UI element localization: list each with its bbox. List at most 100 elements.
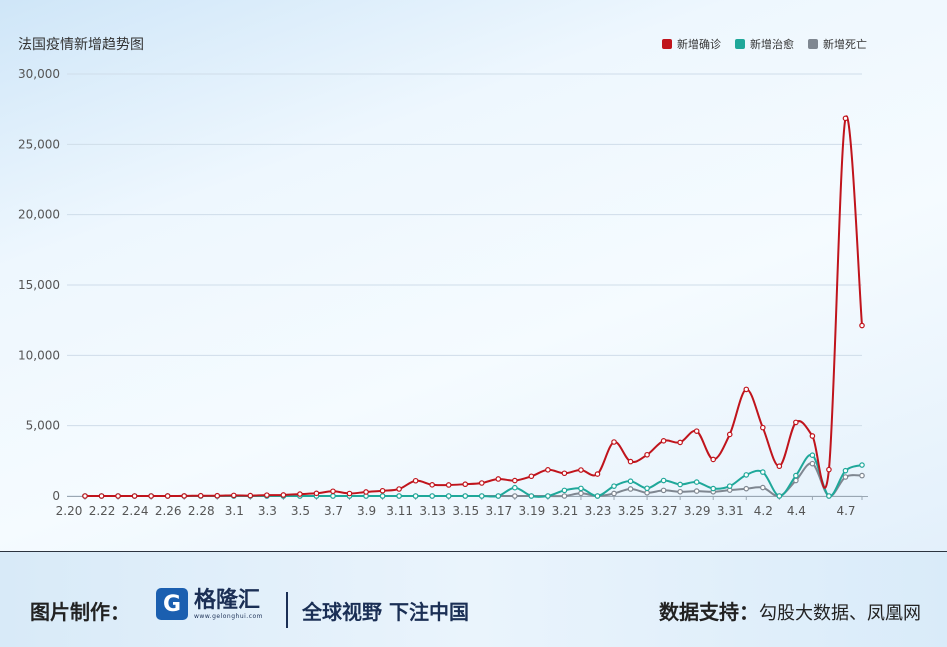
x-tick-label: 2.24 [122, 504, 149, 518]
data-point [396, 486, 402, 492]
data-point [545, 493, 551, 499]
y-tick-label: 5,000 [26, 419, 60, 433]
data-point [280, 492, 287, 498]
legend-swatch-confirmed [662, 39, 672, 49]
y-tick-label: 30,000 [18, 67, 60, 81]
data-point [677, 488, 683, 495]
data-point [826, 466, 832, 473]
data-point [578, 490, 584, 497]
data-point [611, 483, 617, 489]
x-tick-label: 3.1 [225, 504, 244, 518]
data-point [478, 480, 485, 486]
x-tick-label: 3.31 [717, 504, 744, 518]
x-tick-label: 4.7 [836, 504, 855, 518]
logo-url: www.gelonghui.com [194, 612, 264, 620]
x-tick-label: 3.29 [684, 504, 711, 518]
data-point [677, 481, 683, 488]
y-tick-label: 10,000 [18, 348, 60, 362]
data-point [726, 431, 733, 438]
data-point [710, 485, 717, 492]
x-tick-label: 3.9 [357, 504, 376, 518]
data-point [396, 493, 402, 499]
data-point [710, 456, 717, 463]
data-point [776, 493, 783, 499]
legend-label-confirmed: 新增确诊 [677, 38, 721, 51]
data-point [379, 487, 386, 494]
data-point [148, 493, 154, 499]
data-point [545, 467, 551, 473]
x-tick-label: 3.5 [291, 504, 310, 518]
logo-text-block: 格隆汇 www.gelonghui.com [194, 588, 264, 620]
data-point [429, 482, 435, 488]
legend-swatch-deaths [808, 39, 818, 49]
footer-divider [0, 551, 947, 552]
data-point [363, 489, 369, 495]
data-point [98, 493, 105, 499]
logo-g-icon: G [156, 588, 188, 620]
data-point [445, 482, 452, 488]
data-point [230, 492, 237, 499]
data-point [462, 493, 469, 499]
data-point [743, 485, 750, 492]
legend-swatch-recovered [735, 39, 745, 49]
data-point [313, 490, 320, 497]
data-point [842, 115, 849, 122]
data-point [611, 490, 617, 497]
data-point [164, 493, 171, 499]
x-tick-label: 3.27 [651, 504, 678, 518]
x-tick-label: 4.2 [754, 504, 773, 518]
data-point [793, 419, 799, 426]
data-point [528, 493, 535, 499]
data-point [859, 462, 865, 468]
data-point [115, 493, 121, 499]
x-tick-label: 3.17 [485, 504, 512, 518]
chart-title: 法国疫情新增趋势图 [18, 37, 144, 53]
data-point [578, 467, 584, 473]
data-point [561, 470, 568, 477]
data-point [594, 471, 601, 477]
legend-item-deaths[interactable]: 新增死亡 [808, 36, 867, 52]
data-point [726, 483, 733, 489]
data-point [660, 477, 667, 484]
x-tick-label: 4.4 [787, 504, 806, 518]
data-point [561, 487, 568, 494]
data-point [264, 492, 270, 498]
line-chart: 0 5,000 10,000 15,000 20,000 25,000 30,000 2.20… [18, 67, 868, 518]
gelonghui-logo: G 格隆汇 www.gelonghui.com [156, 588, 263, 620]
data-point [512, 493, 518, 499]
data-point [611, 439, 617, 445]
data-point [528, 473, 535, 480]
data-point [743, 472, 750, 478]
data-point [495, 476, 502, 482]
data-point [412, 477, 419, 484]
data-point [660, 487, 667, 494]
data-point [478, 493, 485, 499]
y-tick-label: 25,000 [18, 137, 60, 151]
data-point [842, 467, 849, 474]
logo-separator [286, 592, 288, 628]
x-tick-label: 3.7 [324, 504, 343, 518]
legend-item-confirmed[interactable]: 新增确诊 [662, 36, 721, 52]
data-point [693, 479, 700, 485]
data-point [495, 493, 502, 499]
data-point [743, 386, 750, 393]
data-point [297, 491, 303, 497]
source-label: 数据支持： [659, 600, 759, 624]
data-point [379, 493, 386, 499]
data-point [627, 486, 634, 492]
data-point [693, 428, 700, 434]
legend-item-recovered[interactable]: 新增治愈 [735, 36, 794, 52]
data-point [512, 484, 518, 491]
data-point [826, 493, 832, 499]
x-tick-label: 2.22 [89, 504, 116, 518]
data-point [760, 484, 766, 491]
data-point [181, 493, 187, 499]
legend-label-deaths: 新增死亡 [823, 38, 867, 51]
credit-label: 图片制作： [30, 600, 130, 624]
data-point [760, 469, 766, 475]
data-point [561, 493, 568, 499]
x-tick-label: 3.21 [552, 504, 579, 518]
x-tick-label: 3.15 [452, 504, 479, 518]
data-point [660, 438, 667, 444]
y-tick-label: 15,000 [18, 278, 60, 292]
